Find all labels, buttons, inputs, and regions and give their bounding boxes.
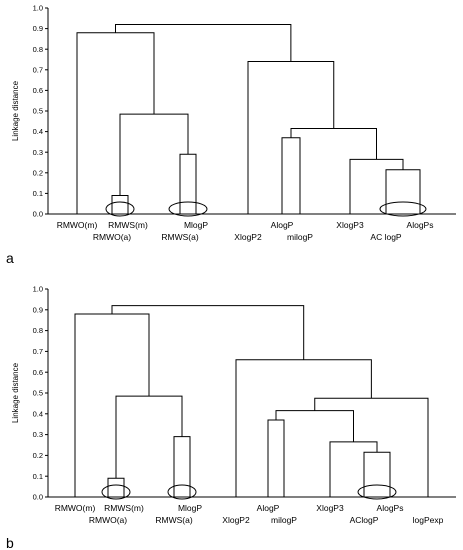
leaf-label: AlogP — [271, 220, 294, 230]
leaf-label: AClogP — [350, 515, 379, 525]
dendrogram-link — [76, 32, 155, 214]
dendrogram-link — [349, 158, 404, 214]
dendrogram-link — [115, 23, 292, 62]
leaf-label: AlogPs — [377, 503, 404, 513]
y-axis-title: Linkage distance — [11, 80, 20, 141]
y-tick-label: 0.1 — [33, 189, 43, 198]
dendrogram-link — [179, 153, 197, 214]
leaf-label: RMWS(a) — [155, 515, 192, 525]
dendrogram-link — [281, 137, 301, 214]
dendrogram-link — [111, 305, 305, 360]
leaf-label: AC logP — [370, 232, 402, 242]
dendrogram-panel-b: 0.0 0.1 0.2 0.3 0.4 0.5 0.6 0.7 0.8 0.9 1.0 Linkage… — [6, 285, 456, 550]
dendrogram-link — [235, 359, 372, 497]
leaf-label: XlogP3 — [336, 220, 364, 230]
y-ticks: 0.0 0.1 0.2 0.3 0.4 0.5 0.6 0.7 0.8 0.9 1.0 — [33, 285, 48, 502]
panel-label: b — [6, 535, 14, 550]
cluster-ellipse — [357, 484, 397, 500]
y-tick-label: 0.0 — [33, 493, 43, 502]
y-tick-label: 0.2 — [33, 168, 43, 177]
dendrogram-link — [74, 313, 150, 497]
leaf-label: milogP — [287, 232, 313, 242]
y-tick-label: 1.0 — [33, 4, 43, 13]
leaf-label: logPexp — [413, 515, 444, 525]
y-tick-label: 0.0 — [33, 210, 43, 219]
leaf-label: XlogP2 — [222, 515, 250, 525]
dendrogram-link — [111, 194, 129, 214]
y-tick-label: 0.4 — [33, 127, 43, 136]
y-axis-title: Linkage distance — [11, 362, 20, 423]
leaf-label: RMWS(a) — [161, 232, 198, 242]
cluster-ellipse — [105, 201, 135, 217]
leaf-label: AlogPs — [407, 220, 434, 230]
leaf-label: RMWS(m) — [104, 503, 144, 513]
cluster-ellipse — [167, 484, 197, 500]
leaf-label: XlogP3 — [316, 503, 344, 513]
panel-label: a — [6, 250, 14, 266]
dendrogram-link — [329, 441, 378, 497]
cluster-ellipse — [168, 201, 208, 217]
y-tick-label: 0.5 — [33, 107, 43, 116]
cluster-ellipse — [101, 484, 131, 500]
y-tick-label: 0.3 — [33, 148, 43, 157]
leaf-label: XlogP2 — [234, 232, 262, 242]
y-tick-label: 0.5 — [33, 389, 43, 398]
y-tick-label: 0.6 — [33, 86, 43, 95]
dendrogram-link — [267, 419, 285, 497]
y-tick-label: 0.4 — [33, 409, 43, 418]
y-tick-label: 0.7 — [33, 347, 43, 356]
dendrogram-panel-a: 0.0 0.1 0.2 0.3 0.4 0.5 0.6 0.7 0.8 0.9 1.0 Linkage… — [6, 4, 456, 266]
dendrogram-link — [115, 395, 183, 479]
y-tick-label: 0.2 — [33, 451, 43, 460]
leaf-label: RMWO(m) — [55, 503, 96, 513]
dendrogram-link — [290, 128, 377, 160]
y-tick-label: 0.3 — [33, 430, 43, 439]
y-tick-label: 0.8 — [33, 326, 43, 335]
y-tick-label: 0.9 — [33, 305, 43, 314]
leaf-label: RMWS(m) — [108, 220, 148, 230]
leaf-label: MlogP — [184, 220, 208, 230]
y-tick-label: 0.1 — [33, 472, 43, 481]
leaf-label: RMWO(m) — [57, 220, 98, 230]
dendrogram-link — [314, 397, 429, 497]
dendrogram-link — [275, 410, 354, 442]
leaf-label: RMWO(a) — [93, 232, 131, 242]
y-ticks: 0.0 0.1 0.2 0.3 0.4 0.5 0.6 0.7 0.8 0.9 1.0 — [33, 4, 48, 219]
y-tick-label: 0.7 — [33, 65, 43, 74]
dendrogram-link — [107, 477, 125, 497]
leaf-label: milogP — [271, 515, 297, 525]
y-tick-label: 0.8 — [33, 45, 43, 54]
leaf-label: MlogP — [178, 503, 202, 513]
leaf-label: RMWO(a) — [89, 515, 127, 525]
y-tick-label: 1.0 — [33, 285, 43, 294]
y-tick-label: 0.9 — [33, 24, 43, 33]
dendrogram-link — [385, 169, 421, 214]
dendrogram-link — [119, 113, 189, 196]
cluster-ellipse — [379, 201, 427, 217]
y-tick-label: 0.6 — [33, 368, 43, 377]
dendrogram-link — [363, 451, 391, 497]
dendrogram-link — [173, 436, 191, 497]
leaf-label: AlogP — [257, 503, 280, 513]
